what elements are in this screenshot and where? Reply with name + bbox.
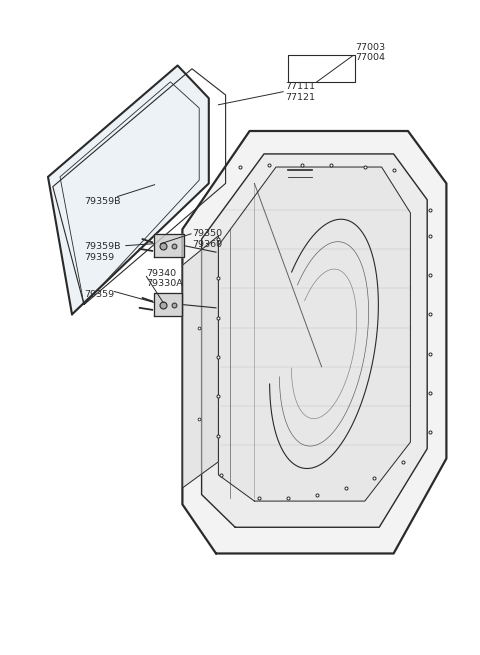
Text: 79340
79330A: 79340 79330A — [146, 269, 183, 288]
Text: 77111
77121: 77111 77121 — [286, 82, 316, 102]
Text: 77003
77004: 77003 77004 — [355, 43, 385, 62]
Polygon shape — [48, 66, 209, 314]
Text: 79350
79360: 79350 79360 — [192, 229, 222, 249]
Polygon shape — [218, 167, 410, 501]
Text: 79359B: 79359B — [84, 196, 120, 206]
Polygon shape — [182, 236, 218, 488]
Polygon shape — [154, 234, 184, 257]
Text: 79359B
79359: 79359B 79359 — [84, 242, 120, 262]
Text: 79359: 79359 — [84, 290, 114, 299]
Polygon shape — [154, 293, 182, 316]
Polygon shape — [202, 154, 427, 527]
Polygon shape — [182, 131, 446, 553]
